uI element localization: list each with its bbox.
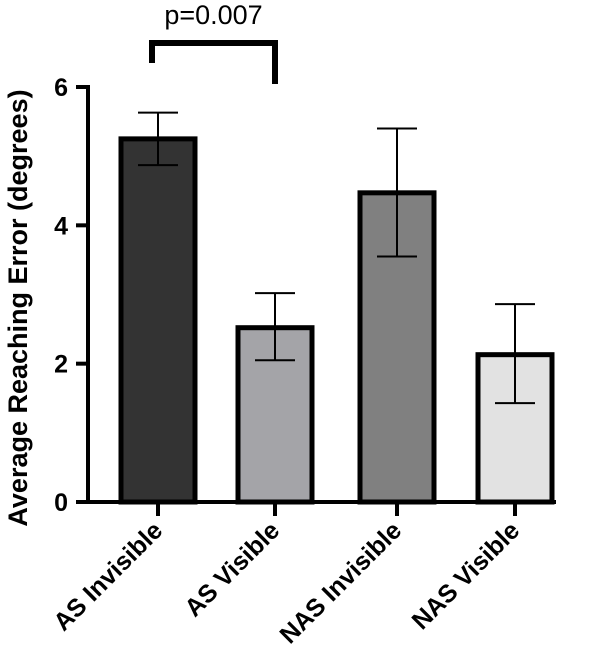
y-tick-label: 4 <box>54 212 68 240</box>
p-value-label: p=0.007 <box>164 0 262 30</box>
y-tick-label: 2 <box>54 351 68 379</box>
y-tick-label: 6 <box>54 74 68 102</box>
y-axis-label: Average Reaching Error (degrees) <box>3 89 33 526</box>
x-tick-label: NAS Invisible <box>274 516 407 649</box>
bar <box>118 136 198 505</box>
bar <box>475 352 555 505</box>
error-bars <box>138 111 535 405</box>
x-tick-label: NAS Visible <box>407 516 526 635</box>
x-tick-label: AS Visible <box>179 516 285 622</box>
bars <box>118 136 555 505</box>
x-tick-label: AS Invisible <box>48 516 168 636</box>
significance-bracket <box>149 40 278 84</box>
significance-annotation: p=0.007 <box>149 0 278 84</box>
bar <box>357 190 437 505</box>
y-tick-label: 0 <box>54 489 68 517</box>
